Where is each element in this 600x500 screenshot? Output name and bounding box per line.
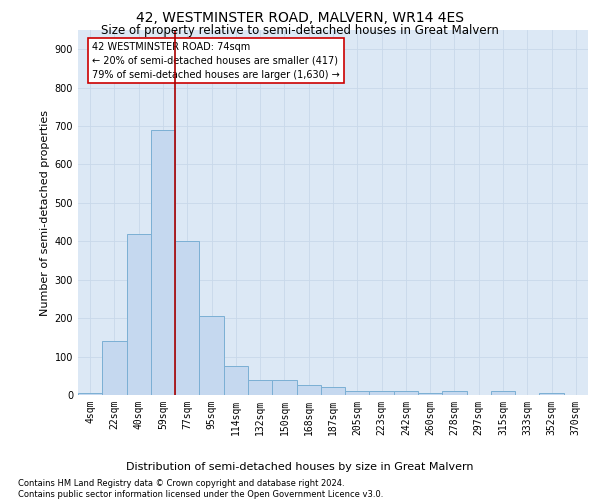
Bar <box>127 234 151 395</box>
Text: 42 WESTMINSTER ROAD: 74sqm
← 20% of semi-detached houses are smaller (417)
79% o: 42 WESTMINSTER ROAD: 74sqm ← 20% of semi… <box>92 42 340 80</box>
Bar <box>199 316 224 395</box>
Bar <box>418 393 442 395</box>
Bar <box>491 391 515 395</box>
Y-axis label: Number of semi-detached properties: Number of semi-detached properties <box>40 110 50 316</box>
Bar <box>248 380 272 395</box>
Bar <box>296 386 321 395</box>
Text: Distribution of semi-detached houses by size in Great Malvern: Distribution of semi-detached houses by … <box>126 462 474 472</box>
Text: Size of property relative to semi-detached houses in Great Malvern: Size of property relative to semi-detach… <box>101 24 499 37</box>
Bar <box>442 391 467 395</box>
Text: Contains HM Land Registry data © Crown copyright and database right 2024.: Contains HM Land Registry data © Crown c… <box>18 479 344 488</box>
Bar <box>175 242 199 395</box>
Bar <box>102 341 127 395</box>
Bar <box>321 388 345 395</box>
Text: 42, WESTMINSTER ROAD, MALVERN, WR14 4ES: 42, WESTMINSTER ROAD, MALVERN, WR14 4ES <box>136 11 464 25</box>
Bar <box>370 391 394 395</box>
Bar <box>224 366 248 395</box>
Bar <box>272 380 296 395</box>
Bar <box>151 130 175 395</box>
Bar <box>345 391 370 395</box>
Bar <box>394 391 418 395</box>
Text: Contains public sector information licensed under the Open Government Licence v3: Contains public sector information licen… <box>18 490 383 499</box>
Bar <box>78 393 102 395</box>
Bar <box>539 393 564 395</box>
